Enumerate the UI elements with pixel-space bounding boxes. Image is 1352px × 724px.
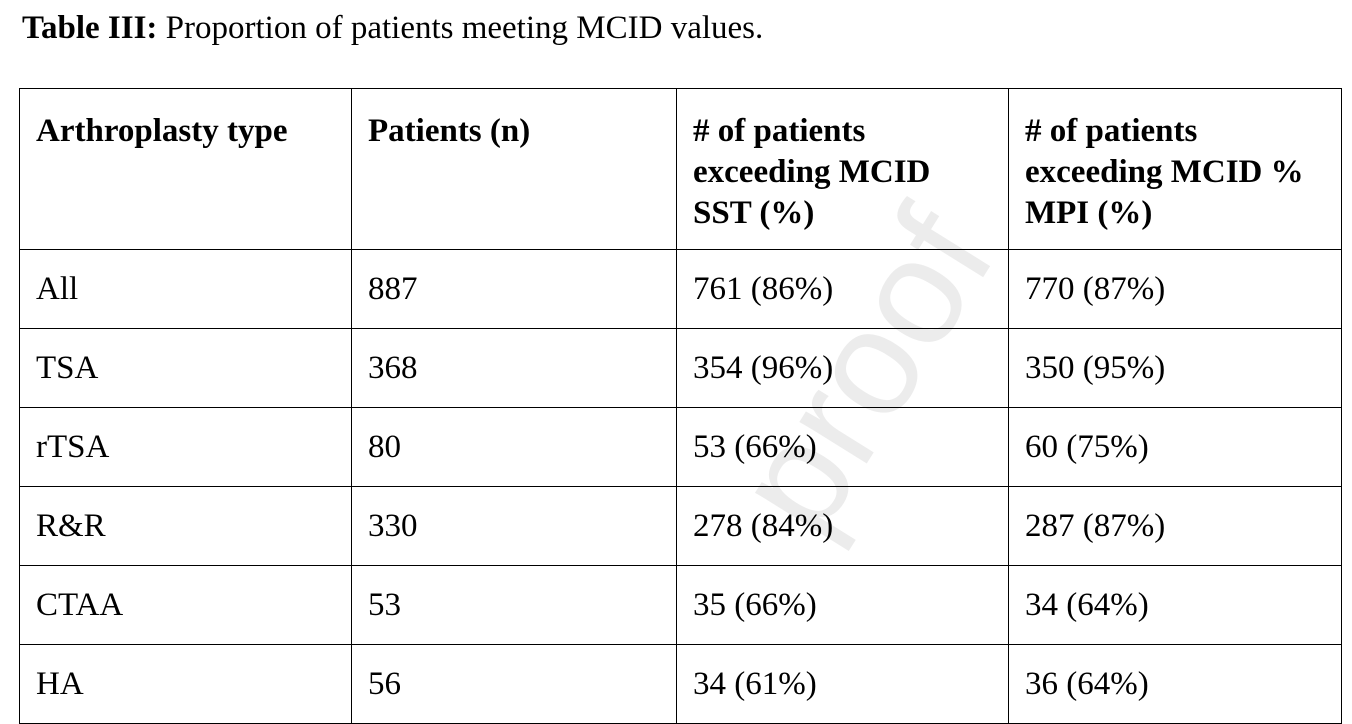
header-exceeding-mcid-mpi: # of patients exceeding MCID % MPI (%) bbox=[1008, 88, 1342, 250]
cell-mpi: 770 (87%) bbox=[1008, 249, 1342, 329]
header-arthroplasty-type: Arthroplasty type bbox=[19, 88, 352, 250]
table-caption: Table III: Proportion of patients meetin… bbox=[22, 8, 763, 48]
cell-sst: 34 (61%) bbox=[676, 644, 1009, 724]
cell-arthroplasty-type: R&R bbox=[19, 486, 352, 566]
cell-sst: 278 (84%) bbox=[676, 486, 1009, 566]
cell-mpi: 60 (75%) bbox=[1008, 407, 1342, 487]
cell-sst: 53 (66%) bbox=[676, 407, 1009, 487]
cell-sst: 35 (66%) bbox=[676, 565, 1009, 645]
cell-mpi: 287 (87%) bbox=[1008, 486, 1342, 566]
cell-arthroplasty-type: HA bbox=[19, 644, 352, 724]
cell-patients: 56 bbox=[351, 644, 677, 724]
table-row: rTSA 80 53 (66%) 60 (75%) bbox=[19, 407, 1342, 487]
table-row: R&R 330 278 (84%) 287 (87%) bbox=[19, 486, 1342, 566]
cell-arthroplasty-type: TSA bbox=[19, 328, 352, 408]
mcid-table: Arthroplasty type Patients (n) # of pati… bbox=[19, 88, 1342, 724]
cell-mpi: 350 (95%) bbox=[1008, 328, 1342, 408]
cell-arthroplasty-type: CTAA bbox=[19, 565, 352, 645]
header-exceeding-mcid-sst: # of patients exceeding MCID SST (%) bbox=[676, 88, 1009, 250]
header-patients-n: Patients (n) bbox=[351, 88, 677, 250]
caption-label: Table III: bbox=[22, 10, 158, 46]
cell-sst: 761 (86%) bbox=[676, 249, 1009, 329]
table-row: CTAA 53 35 (66%) 34 (64%) bbox=[19, 565, 1342, 645]
cell-patients: 887 bbox=[351, 249, 677, 329]
cell-patients: 80 bbox=[351, 407, 677, 487]
caption-text: Proportion of patients meeting MCID valu… bbox=[157, 10, 764, 46]
table-row: All 887 761 (86%) 770 (87%) bbox=[19, 249, 1342, 329]
cell-arthroplasty-type: All bbox=[19, 249, 352, 329]
header-row: Arthroplasty type Patients (n) # of pati… bbox=[19, 88, 1342, 250]
cell-arthroplasty-type: rTSA bbox=[19, 407, 352, 487]
cell-patients: 368 bbox=[351, 328, 677, 408]
cell-mpi: 34 (64%) bbox=[1008, 565, 1342, 645]
cell-patients: 53 bbox=[351, 565, 677, 645]
table-row: TSA 368 354 (96%) 350 (95%) bbox=[19, 328, 1342, 408]
cell-patients: 330 bbox=[351, 486, 677, 566]
cell-sst: 354 (96%) bbox=[676, 328, 1009, 408]
